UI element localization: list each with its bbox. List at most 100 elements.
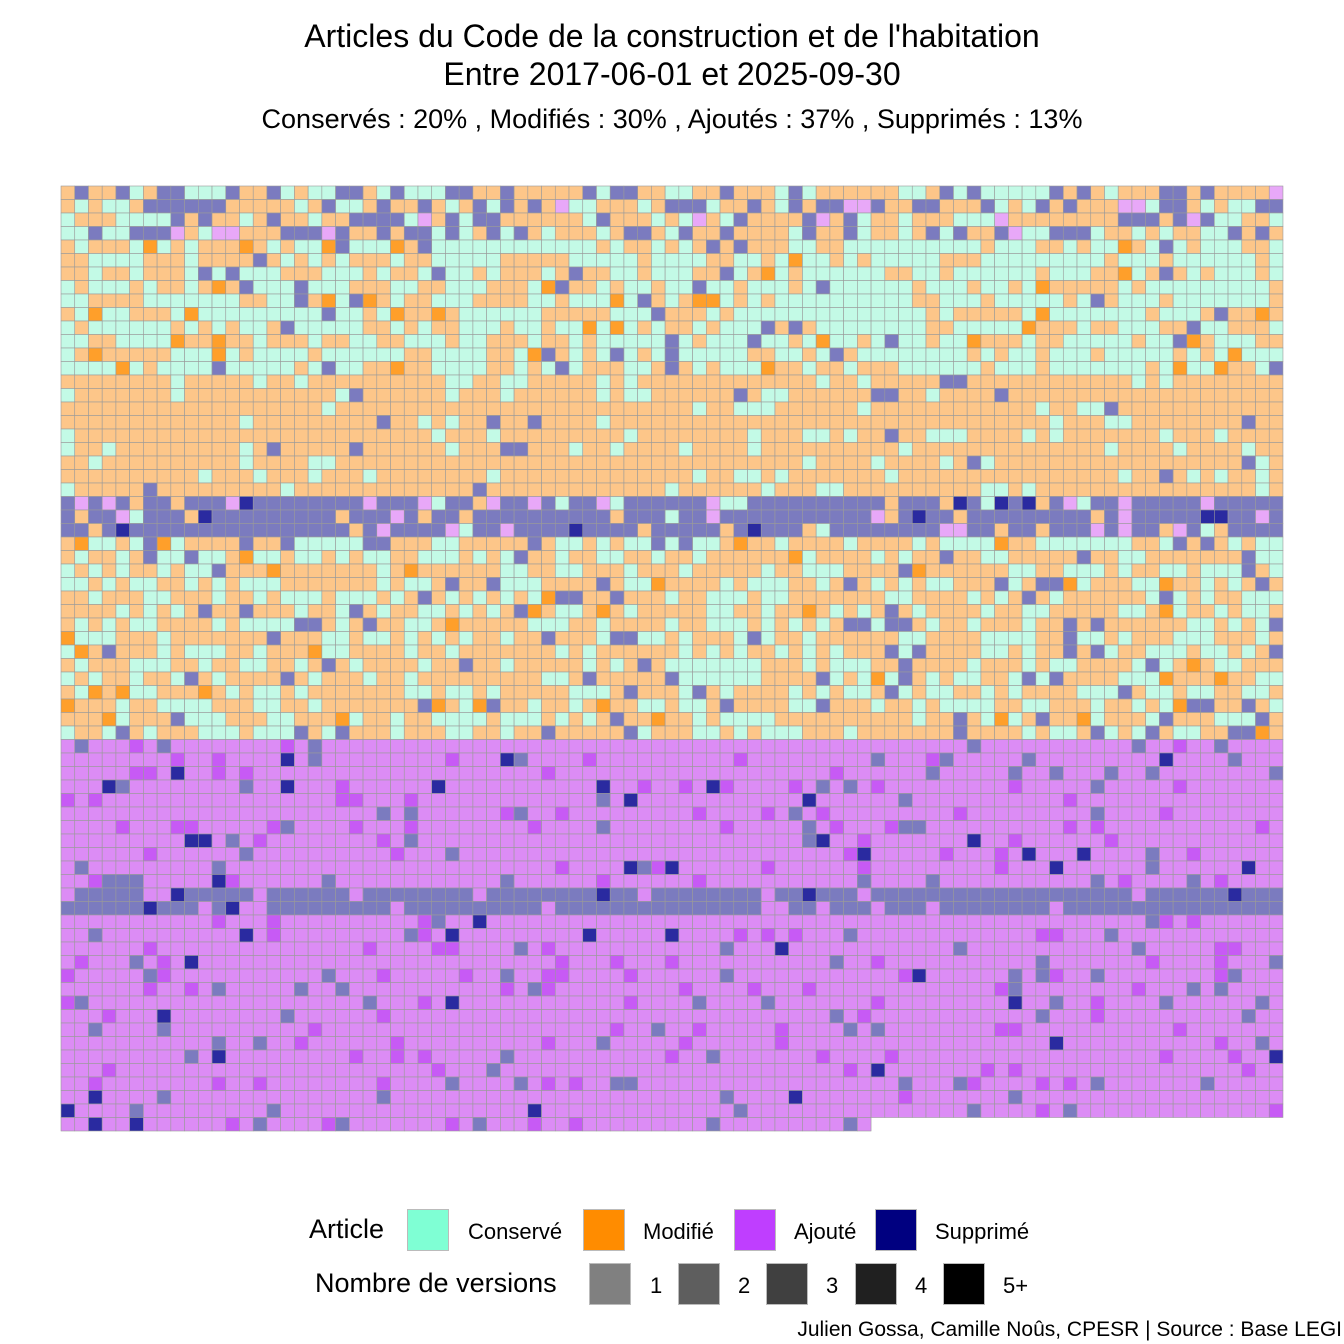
heatmap-cell xyxy=(980,307,995,322)
heatmap-cell xyxy=(239,901,254,916)
heatmap-cell xyxy=(815,523,831,538)
heatmap-cell xyxy=(513,280,529,295)
heatmap-cell xyxy=(1131,806,1146,821)
heatmap-cell xyxy=(362,509,378,524)
heatmap-cell xyxy=(527,563,542,578)
heatmap-cell xyxy=(1214,415,1229,430)
heatmap-cell xyxy=(1227,388,1243,403)
heatmap-cell xyxy=(1159,469,1174,484)
heatmap-cell xyxy=(280,644,295,659)
heatmap-cell xyxy=(1021,604,1037,619)
heatmap-cell xyxy=(568,685,584,700)
heatmap-cell xyxy=(1021,212,1037,227)
heatmap-cell xyxy=(60,590,76,605)
heatmap-cell xyxy=(1172,266,1188,281)
heatmap-cell xyxy=(431,523,446,538)
heatmap-cell xyxy=(239,523,254,538)
heatmap-cell xyxy=(843,469,858,484)
heatmap-cell xyxy=(829,361,844,376)
heatmap-cell xyxy=(101,847,117,862)
heatmap-cell xyxy=(266,928,281,943)
heatmap-cell xyxy=(747,374,762,389)
heatmap-cell xyxy=(184,806,199,821)
heatmap-cell xyxy=(760,212,776,227)
heatmap-cell xyxy=(1145,185,1160,200)
heatmap-cell xyxy=(390,374,405,389)
heatmap-cell xyxy=(966,307,982,322)
heatmap-cell xyxy=(1214,644,1229,659)
heatmap-cell xyxy=(417,185,433,200)
heatmap-cell xyxy=(74,766,89,781)
heatmap-cell xyxy=(294,779,309,794)
heatmap-cell xyxy=(239,415,254,430)
heatmap-cell xyxy=(88,185,103,200)
heatmap-cell xyxy=(184,550,199,565)
heatmap-cell xyxy=(1104,712,1119,727)
heatmap-cell xyxy=(321,766,336,781)
heatmap-cell xyxy=(898,361,913,376)
heatmap-cell xyxy=(156,820,172,835)
heatmap-cell xyxy=(692,887,707,902)
heatmap-cell xyxy=(1117,550,1133,565)
heatmap-cell xyxy=(1268,347,1284,362)
heatmap-cell xyxy=(925,644,941,659)
heatmap-cell xyxy=(60,604,76,619)
heatmap-cell xyxy=(1241,374,1256,389)
heatmap-cell xyxy=(527,698,542,713)
heatmap-cell xyxy=(1159,550,1174,565)
heatmap-cell xyxy=(623,685,638,700)
heatmap-cell xyxy=(637,334,652,349)
heatmap-cell xyxy=(788,685,803,700)
heatmap-cell xyxy=(211,847,227,862)
heatmap-cell xyxy=(101,496,117,511)
heatmap-cell xyxy=(74,469,89,484)
heatmap-cell xyxy=(802,617,817,632)
heatmap-cell xyxy=(1049,563,1064,578)
heatmap-cell xyxy=(911,887,927,902)
heatmap-cell xyxy=(939,685,954,700)
heatmap-cell xyxy=(390,361,405,376)
heatmap-cell xyxy=(101,698,117,713)
heatmap-cell xyxy=(445,658,460,673)
heatmap-cell xyxy=(1035,536,1050,551)
heatmap-cell xyxy=(870,523,886,538)
heatmap-cell xyxy=(966,712,982,727)
heatmap-cell xyxy=(74,523,89,538)
heatmap-cell xyxy=(198,523,213,538)
heatmap-cell xyxy=(129,496,144,511)
heatmap-cell xyxy=(1076,212,1092,227)
heatmap-cell xyxy=(458,266,474,281)
heatmap-cell xyxy=(1159,199,1174,214)
heatmap-cell xyxy=(431,752,446,767)
heatmap-cell xyxy=(664,779,680,794)
heatmap-cell xyxy=(294,914,309,929)
heatmap-cell xyxy=(1241,239,1256,254)
heatmap-cell xyxy=(884,577,899,592)
heatmap-cell xyxy=(664,847,680,862)
heatmap-cell xyxy=(211,509,227,524)
heatmap-cell xyxy=(1021,860,1037,875)
heatmap-cell xyxy=(294,631,309,646)
heatmap-cell xyxy=(527,604,542,619)
heatmap-cell xyxy=(115,874,130,889)
heatmap-cell xyxy=(760,887,776,902)
heatmap-cell xyxy=(129,874,144,889)
heatmap-cell xyxy=(1049,577,1064,592)
heatmap-cell xyxy=(692,401,707,416)
heatmap-cell xyxy=(431,712,446,727)
heatmap-cell xyxy=(1255,428,1270,443)
heatmap-cell xyxy=(156,671,172,686)
heatmap-cell xyxy=(1090,523,1105,538)
heatmap-cell xyxy=(678,604,693,619)
heatmap-cell xyxy=(335,901,350,916)
heatmap-cell xyxy=(1008,334,1023,349)
heatmap-cell xyxy=(596,698,611,713)
heatmap-cell xyxy=(198,820,213,835)
heatmap-cell xyxy=(911,793,927,808)
heatmap-cell xyxy=(170,725,185,740)
heatmap-cell xyxy=(733,334,748,349)
heatmap-cell xyxy=(156,482,172,497)
heatmap-cell xyxy=(1268,887,1284,902)
heatmap-cell xyxy=(1186,455,1201,470)
heatmap-cell xyxy=(513,266,529,281)
